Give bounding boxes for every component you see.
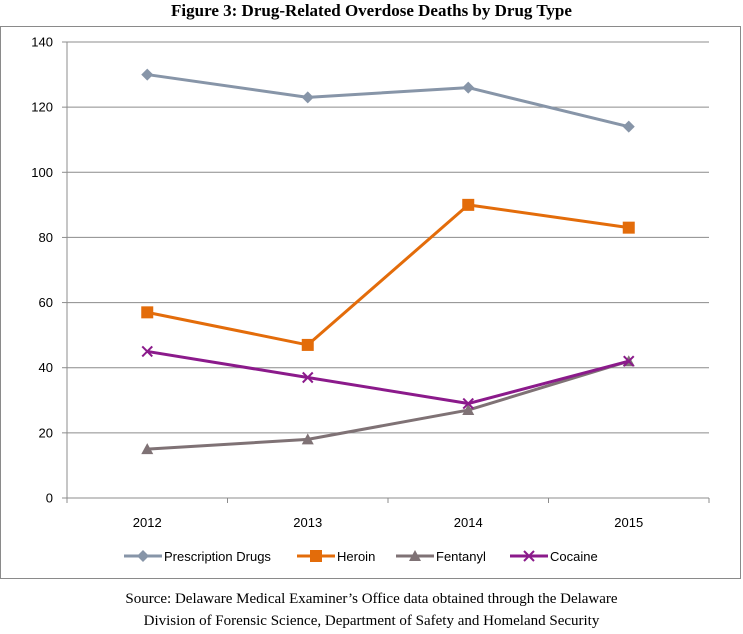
- data-point-fentanyl: [301, 433, 314, 445]
- legend-swatch-marker: [523, 550, 535, 562]
- series-fentanyl: [141, 355, 635, 455]
- series-cocaine: [141, 345, 635, 410]
- legend-swatch-marker: [310, 550, 322, 562]
- source-line-1: Source: Delaware Medical Examiner’s Offi…: [125, 591, 618, 607]
- data-point-fentanyl: [462, 404, 475, 416]
- marker-stroke: [462, 397, 474, 410]
- source-note: Source: Delaware Medical Examiner’s Offi…: [0, 588, 743, 632]
- y-tick-label: 100: [31, 165, 53, 180]
- legend-label: Fentanyl: [436, 549, 486, 564]
- chart-title: Figure 3: Drug-Related Overdose Deaths b…: [171, 1, 572, 20]
- line-chart: 0 20 40 60 80 100 120 140 2012 2013 2014 2015 Presc…: [31, 35, 710, 564]
- axes: 0 20 40 60 80 100 120 140 2012 2013 2014 2015: [31, 35, 710, 530]
- data-point-cocaine: [623, 355, 635, 367]
- series-line-fentanyl: [147, 359, 630, 451]
- y-tick-label: 40: [39, 360, 53, 375]
- y-tick-label: 140: [31, 35, 53, 50]
- marker-stroke: [523, 550, 535, 562]
- data-point-fentanyl: [141, 443, 154, 455]
- series-line-cocaine: [147, 349, 630, 406]
- x-tick-label: 2012: [133, 515, 162, 530]
- legend-item-cocaine: Cocaine: [510, 549, 598, 564]
- legend-item-prescription-drugs: Prescription Drugs: [124, 549, 271, 564]
- y-tick-label: 60: [39, 295, 53, 310]
- data-point-heroin: [462, 198, 475, 211]
- x-tick-label: 2014: [454, 515, 483, 530]
- data-point-prescription-drugs: [301, 91, 314, 104]
- y-tick-label: 0: [46, 491, 53, 506]
- data-point-heroin: [301, 338, 314, 351]
- data-point-heroin: [141, 306, 154, 319]
- legend-swatch-marker: [137, 550, 149, 562]
- data-point-prescription-drugs: [141, 68, 154, 81]
- marker-stroke: [302, 371, 314, 384]
- marker-stroke: [141, 345, 153, 358]
- data-point-heroin: [622, 221, 635, 234]
- y-tick-label: 80: [39, 230, 53, 245]
- y-tick-label: 20: [39, 425, 53, 440]
- x-tick-label: 2015: [614, 515, 643, 530]
- series-line-prescription-drugs: [147, 73, 630, 129]
- data-point-prescription-drugs: [462, 81, 475, 94]
- series-heroin: [141, 198, 635, 351]
- marker-stroke: [623, 355, 635, 367]
- data-point-cocaine: [141, 345, 153, 358]
- legend: Prescription Drugs Heroin Fentanyl Cocaine: [124, 549, 598, 564]
- data-point-prescription-drugs: [622, 120, 635, 133]
- legend-item-heroin: Heroin: [297, 549, 375, 564]
- chart-frame: [0, 26, 741, 579]
- legend-label: Heroin: [337, 549, 375, 564]
- legend-label: Cocaine: [550, 549, 598, 564]
- legend-label: Prescription Drugs: [164, 549, 271, 564]
- series-layer: [141, 68, 635, 455]
- x-tick-label: 2013: [293, 515, 322, 530]
- legend-swatch-marker: [409, 550, 421, 561]
- gridlines: [67, 41, 709, 434]
- source-line-2: Division of Forensic Science, Department…: [143, 613, 600, 629]
- y-tick-label: 120: [31, 100, 53, 115]
- data-point-cocaine: [462, 397, 474, 410]
- data-point-cocaine: [302, 371, 314, 384]
- legend-item-fentanyl: Fentanyl: [396, 549, 486, 564]
- series-prescription-drugs: [141, 68, 635, 133]
- series-line-heroin: [146, 203, 629, 347]
